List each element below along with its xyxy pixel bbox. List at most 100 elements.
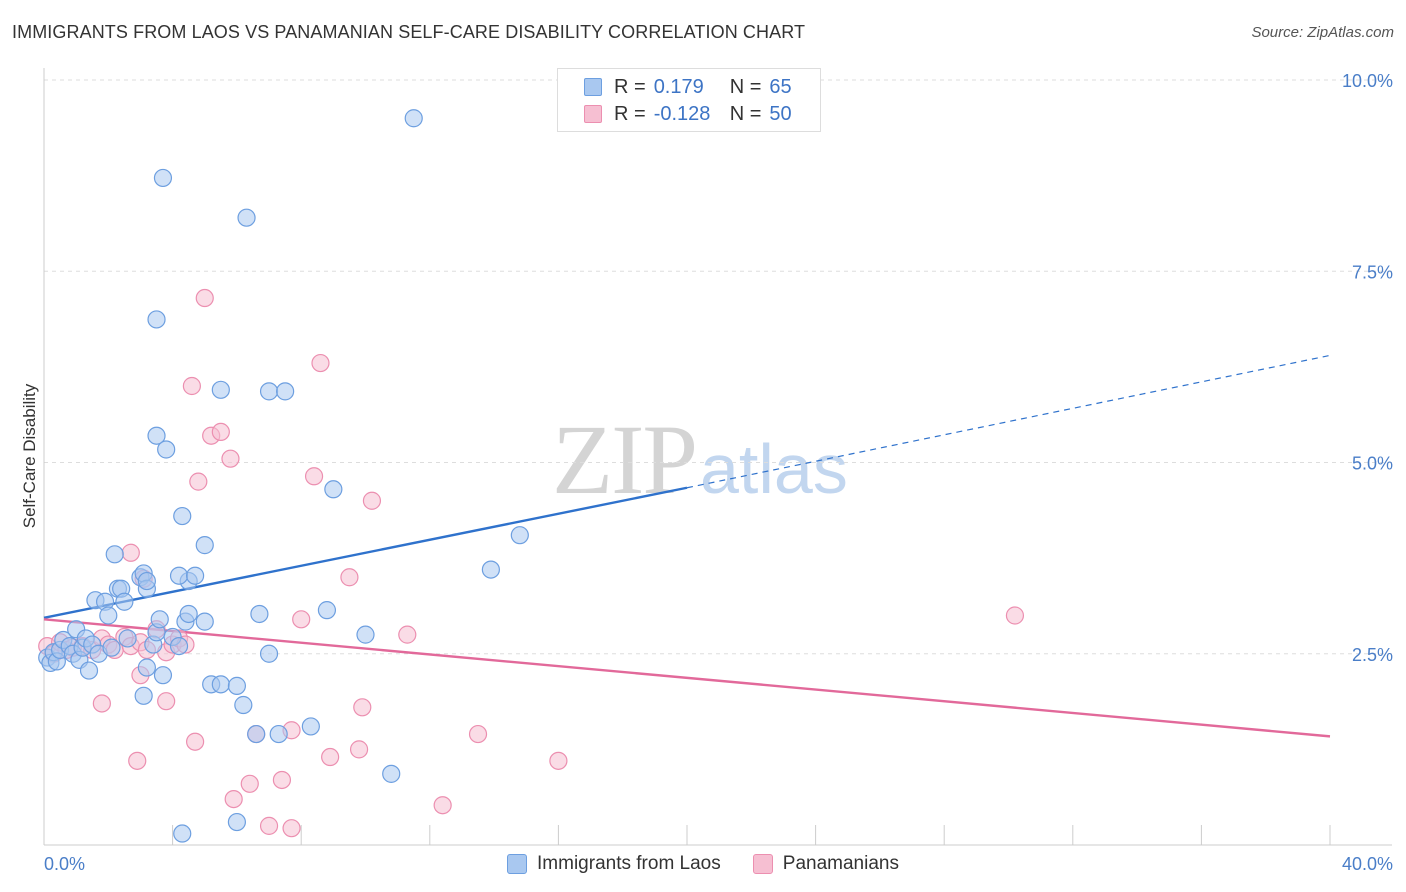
laos-point bbox=[157, 440, 176, 459]
y-axis-label: Self-Care Disability bbox=[20, 383, 39, 529]
tick-label-layer: 2.5% 5.0% 7.5% 10.0% 0.0% 40.0% bbox=[44, 71, 1393, 874]
panamanian-point bbox=[349, 740, 369, 759]
panamanian-point bbox=[321, 747, 340, 767]
legend-row-panamanians: R = -0.128 N = 50 bbox=[584, 102, 792, 126]
trend-line-laos bbox=[43, 486, 688, 619]
laos-point bbox=[276, 382, 295, 401]
laos-point bbox=[211, 675, 230, 694]
laos-point bbox=[510, 526, 529, 545]
laos-point bbox=[259, 644, 279, 663]
legend-r-label: R = bbox=[614, 102, 646, 125]
laos-point bbox=[173, 824, 192, 843]
legend-n-value: 50 bbox=[769, 102, 792, 125]
legend-item-laos[interactable]: Immigrants from Laos bbox=[507, 853, 721, 875]
series-legend: Immigrants from Laos Panamanians bbox=[0, 852, 1406, 876]
laos-point bbox=[169, 636, 189, 656]
panamanian-point bbox=[259, 816, 279, 835]
panamanian-point bbox=[272, 770, 292, 790]
correlation-legend: R = 0.179 N = 65 R = -0.128 N = 50 bbox=[557, 68, 821, 132]
trend-line-panamanians bbox=[43, 618, 1331, 738]
legend-n-label: N = bbox=[729, 75, 762, 98]
panamanian-point bbox=[468, 724, 488, 744]
laos-point bbox=[153, 666, 173, 685]
panamanian-point bbox=[224, 789, 243, 809]
laos-point bbox=[247, 724, 266, 744]
legend-swatch-panamanians bbox=[584, 105, 602, 123]
panamanian-point bbox=[92, 694, 111, 713]
laos-point bbox=[269, 724, 288, 744]
laos-point bbox=[234, 695, 253, 715]
laos-point bbox=[356, 625, 375, 644]
y-tick-label-2: 7.5% bbox=[1352, 262, 1393, 282]
laos-point bbox=[250, 604, 269, 624]
laos-point bbox=[118, 629, 137, 648]
laos-point bbox=[237, 208, 256, 227]
grid-layer bbox=[44, 79, 1392, 655]
panamanian-point bbox=[353, 698, 372, 717]
panamanian-point bbox=[304, 467, 324, 486]
chart-title: IMMIGRANTS FROM LAOS VS PANAMANIAN SELF-… bbox=[12, 22, 806, 42]
laos-point bbox=[227, 812, 246, 832]
panamanian-point bbox=[195, 288, 214, 308]
legend-swatch-panamanians bbox=[752, 854, 773, 874]
source-credit: Source: ZipAtlas.com bbox=[1251, 24, 1394, 41]
y-tick-label-0: 2.5% bbox=[1352, 645, 1393, 665]
axis-layer bbox=[43, 68, 1392, 846]
panamanian-point bbox=[398, 625, 417, 644]
trend-line-laos-extension bbox=[686, 354, 1331, 489]
laos-point bbox=[147, 426, 166, 445]
laos-point bbox=[105, 545, 124, 564]
legend-label-panamanians: Panamanians bbox=[782, 853, 899, 874]
panamanian-point bbox=[128, 751, 147, 770]
legend-r-label: R = bbox=[614, 75, 646, 98]
laos-point bbox=[115, 592, 134, 611]
legend-item-panamanians[interactable]: Panamanians bbox=[752, 853, 899, 875]
laos-point bbox=[324, 480, 343, 499]
laos-point bbox=[173, 506, 192, 526]
laos-point bbox=[137, 658, 156, 677]
laos-point bbox=[186, 566, 205, 585]
panamanian-point bbox=[340, 568, 359, 587]
panamanian-point bbox=[182, 376, 201, 396]
laos-point bbox=[102, 638, 121, 657]
legend-label-laos: Immigrants from Laos bbox=[537, 853, 721, 874]
laos-point bbox=[227, 676, 246, 695]
laos-point bbox=[153, 168, 173, 188]
legend-r-value: -0.128 bbox=[653, 102, 711, 125]
laos-point bbox=[211, 380, 230, 399]
panamanian-point bbox=[221, 449, 240, 468]
laos-point bbox=[169, 566, 189, 585]
y-tick-label-3: 10.0% bbox=[1342, 71, 1393, 91]
panamanian-point bbox=[189, 472, 208, 491]
legend-n-value: 65 bbox=[769, 75, 792, 98]
legend-n-label: N = bbox=[729, 102, 762, 125]
laos-point bbox=[317, 601, 337, 620]
laos-point bbox=[134, 686, 153, 705]
x-tick-label-min: 0.0% bbox=[44, 854, 85, 874]
legend-r-value: 0.179 bbox=[653, 75, 704, 98]
panamanian-point bbox=[211, 422, 230, 441]
laos-point bbox=[382, 764, 401, 783]
panamanian-point bbox=[240, 774, 259, 793]
laos-point bbox=[404, 109, 423, 128]
legend-swatch-laos bbox=[507, 854, 528, 874]
laos-point bbox=[99, 606, 118, 625]
laos-point bbox=[150, 610, 169, 629]
panamanian-point bbox=[157, 692, 176, 711]
panamanian-point bbox=[433, 796, 452, 815]
panamanian-point bbox=[311, 353, 330, 373]
panamanian-point bbox=[292, 610, 311, 629]
panamanian-point bbox=[362, 491, 382, 510]
y-tick-label-1: 5.0% bbox=[1352, 454, 1393, 474]
points-immigrants-from-laos bbox=[38, 109, 529, 843]
laos-point bbox=[301, 717, 320, 736]
panamanian-point bbox=[282, 819, 301, 838]
panamanian-point bbox=[549, 751, 568, 770]
laos-point bbox=[481, 560, 500, 579]
laos-point bbox=[79, 661, 99, 680]
laos-point bbox=[259, 382, 279, 401]
laos-point bbox=[195, 612, 214, 631]
points-panamanians bbox=[38, 288, 1025, 838]
